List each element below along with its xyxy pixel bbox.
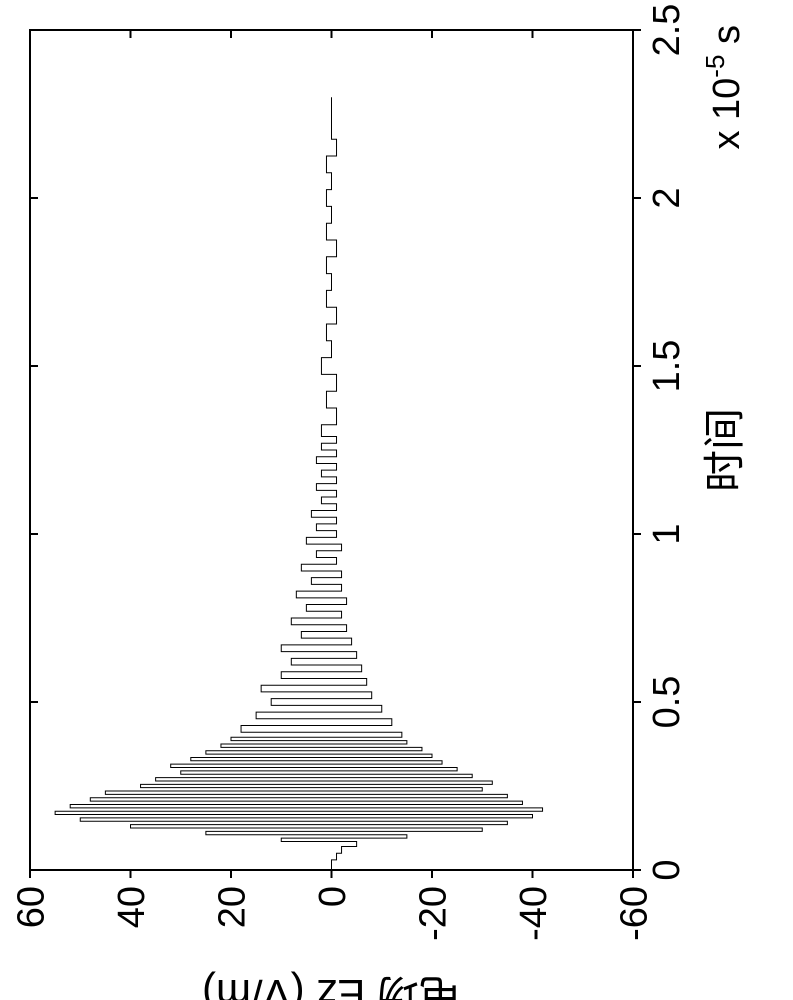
x-tick-label: 2.5	[646, 4, 688, 57]
y-tick-label: 0	[312, 886, 354, 907]
signal-line	[55, 97, 542, 870]
x-tick-label: 0	[646, 859, 688, 880]
x-tick-label: 2	[646, 187, 688, 208]
x-axis-label: 时间	[701, 408, 748, 492]
y-tick-label: 20	[211, 886, 253, 928]
chart-container: 0 0.5 1 1.5 2 2.5 -60 -40 -20 0 20 40 60 时间 x 10-5 s 电场…	[0, 0, 793, 1000]
y-tick-label: -20	[412, 886, 454, 941]
x-tick-label: 0.5	[646, 676, 688, 729]
x-axis-units: x 10-5 s	[700, 25, 748, 150]
y-tick-label: -60	[613, 886, 655, 941]
x-tick-label: 1.5	[646, 340, 688, 393]
chart-svg: 0 0.5 1 1.5 2 2.5 -60 -40 -20 0 20 40 60 时间 x 10-5 s 电场…	[0, 0, 793, 1000]
y-tick-label: 60	[10, 886, 52, 928]
y-tick-label: -40	[513, 886, 555, 941]
x-tick-label: 1	[646, 523, 688, 544]
y-tick-label: 40	[111, 886, 153, 928]
y-axis-label: 电场 Ez (V/m)	[202, 971, 461, 1000]
